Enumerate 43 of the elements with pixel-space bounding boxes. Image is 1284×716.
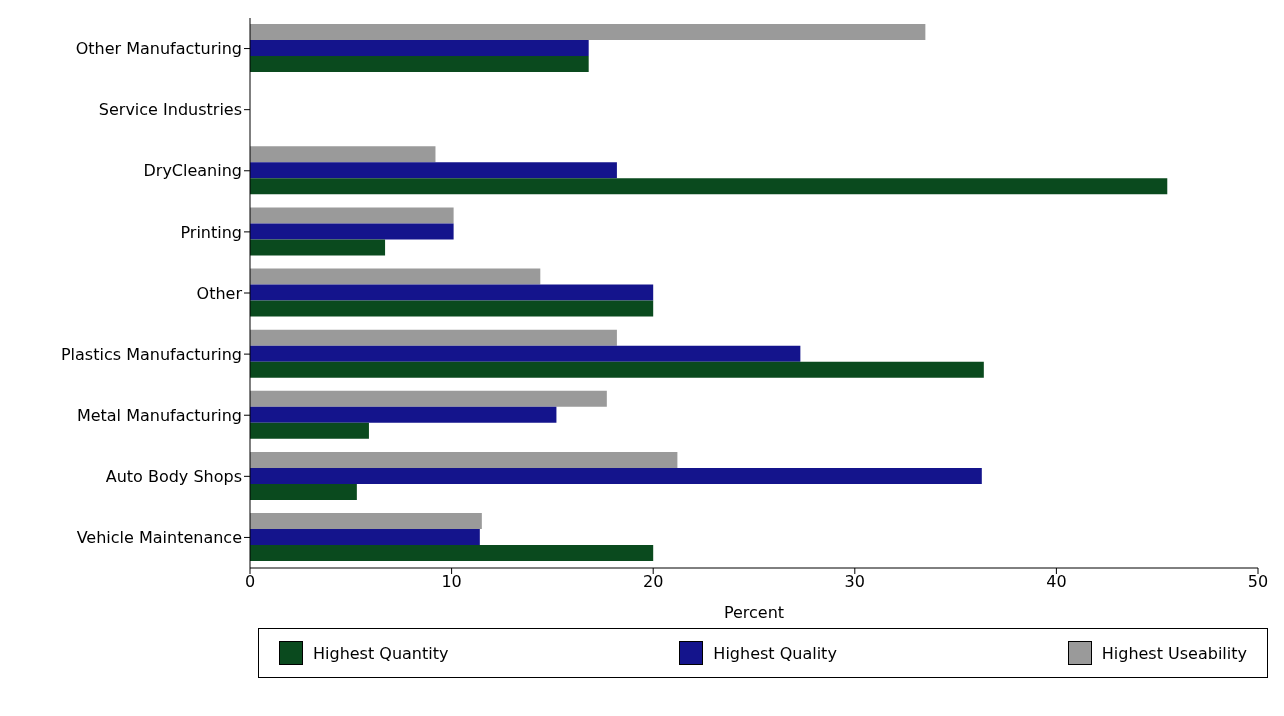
bar [250, 451, 678, 468]
y-tick-label: Other Manufacturing [75, 39, 242, 59]
bar [250, 284, 654, 301]
bar [250, 467, 982, 484]
bar [250, 483, 357, 500]
bar [250, 207, 454, 224]
y-tick-label: Vehicle Maintenance [76, 528, 242, 548]
bar [250, 24, 926, 41]
bar [250, 239, 386, 256]
legend-label: Highest Useability [1101, 643, 1247, 663]
y-tick-label: Auto Body Shops [105, 467, 242, 487]
x-axis-title: Percent [723, 603, 785, 622]
bar [250, 406, 557, 423]
bar [250, 422, 369, 439]
x-tick-label: 40 [1046, 572, 1067, 592]
x-tick-label: 20 [643, 572, 664, 592]
bar [250, 513, 482, 529]
bar [250, 329, 617, 346]
bar [250, 345, 801, 362]
bar [250, 268, 541, 285]
bar [250, 162, 617, 179]
y-tick-label: DryCleaning [143, 161, 242, 181]
bar [250, 146, 436, 163]
bar [250, 56, 589, 73]
x-tick-label: 50 [1247, 572, 1269, 592]
legend-label: Highest Quality [713, 643, 837, 663]
x-tick-label: 10 [441, 572, 462, 592]
y-tick-label: Other [196, 283, 243, 303]
y-tick-label: Metal Manufacturing [76, 405, 242, 425]
bar [250, 390, 607, 407]
y-tick-label: Service Industries [98, 100, 242, 120]
bar [250, 178, 1168, 195]
bar [250, 545, 654, 561]
y-tick-label: Printing [180, 222, 242, 242]
bar [250, 529, 480, 545]
bar [250, 361, 984, 378]
bar [250, 40, 589, 57]
bar [250, 300, 654, 317]
x-tick-label: 30 [844, 572, 865, 592]
x-tick-label: 0 [244, 572, 256, 592]
y-tick-label: Plastics Manufacturing [60, 344, 242, 364]
bar [250, 223, 454, 240]
legend-label: Highest Quantity [313, 643, 449, 663]
